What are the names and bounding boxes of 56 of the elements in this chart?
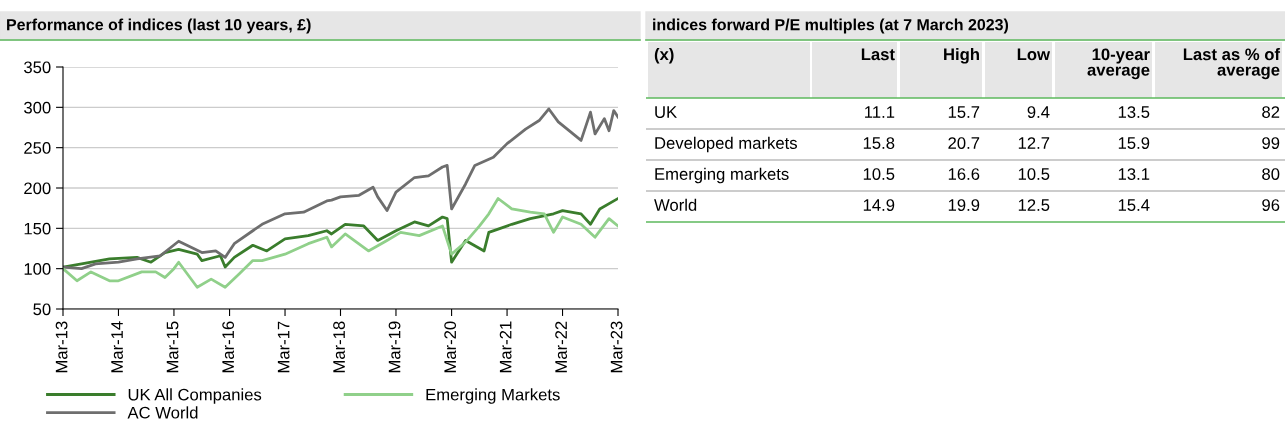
line-series — [63, 197, 618, 269]
data-label: 10.5 — [1018, 168, 1050, 180]
x-tick-label: Mar-18 — [333, 321, 345, 373]
data-label: 11.1 — [865, 106, 895, 118]
data-label: 96 — [1262, 199, 1280, 211]
data-label: 15.8 — [863, 137, 895, 149]
y-tick-label: 300 — [24, 101, 51, 114]
text: Last — [861, 48, 895, 61]
data-label: 80 — [1262, 168, 1280, 180]
x-tick-label: Mar-21 — [499, 321, 512, 373]
x-tick-label: Mar-13 — [55, 321, 68, 373]
category-label: Developed markets — [655, 136, 797, 153]
data-label: 12.5 — [1018, 199, 1050, 211]
y-tick-label: 200 — [24, 182, 51, 195]
data-label: 13.1 — [1118, 168, 1150, 180]
data-label: 15.7 — [948, 106, 980, 118]
category-label: World — [654, 198, 697, 211]
y-tick-label: 350 — [24, 61, 51, 74]
data-label: 12.7 — [1018, 137, 1050, 149]
data-label: 14.9 — [863, 199, 895, 211]
line-series — [63, 197, 618, 289]
data-label: 99 — [1262, 137, 1280, 149]
y-tick-label: 100 — [24, 263, 51, 275]
data-label: 15.9 — [1118, 137, 1150, 149]
x-tick-label: Mar-17 — [277, 321, 290, 373]
text: Last as % of average — [1183, 48, 1281, 80]
data-label: 16.6 — [948, 168, 980, 180]
data-label: 9.4 — [1027, 106, 1050, 118]
x-tick-label: Mar-19 — [388, 321, 401, 373]
data-label: 20.7 — [948, 137, 980, 149]
text: indices forward P/E multiples (at 7 March 2023) — [653, 18, 1009, 34]
x-tick-label: Mar-15 — [166, 321, 179, 373]
legend-label: UK All Companies — [128, 388, 262, 404]
data-label: 10.5 — [863, 168, 895, 180]
x-tick-label: Mar-22 — [555, 321, 567, 373]
data-label: 82 — [1262, 106, 1280, 118]
text: Low — [1017, 48, 1051, 61]
text: (x) — [654, 48, 674, 64]
category-label: UK — [655, 106, 677, 118]
chart-title: Performance of indices (last 10 years, £) — [7, 18, 311, 34]
legend-label: Emerging Markets — [426, 388, 560, 404]
x-tick-label: Mar-16 — [222, 321, 235, 373]
data-label: 13.5 — [1118, 106, 1150, 118]
text: High — [944, 48, 979, 64]
y-tick-label: 250 — [24, 142, 51, 154]
y-tick-label: 150 — [24, 222, 51, 235]
legend-label: AC World — [127, 406, 198, 419]
x-tick-label: Mar-20 — [444, 321, 457, 373]
data-label: 15.4 — [1118, 199, 1150, 211]
line-series — [63, 107, 618, 271]
category-label: Emerging markets — [655, 167, 789, 184]
text: 10-year average — [1087, 48, 1150, 80]
data-label: 19.9 — [948, 199, 980, 211]
y-tick-label: 50 — [33, 303, 51, 316]
x-tick-label: Mar-14 — [111, 321, 123, 373]
x-tick-label: Mar-23 — [610, 321, 623, 373]
